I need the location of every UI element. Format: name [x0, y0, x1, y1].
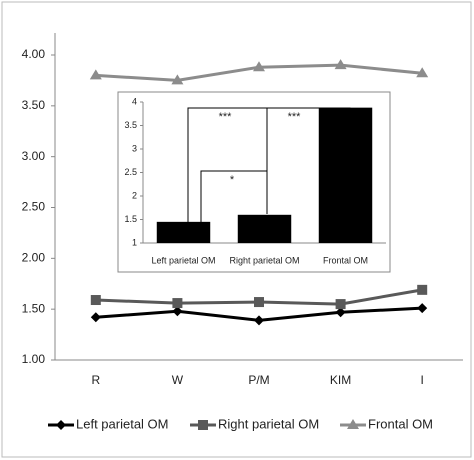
marker	[335, 307, 346, 318]
x-tick-label: Right parietal OM	[229, 255, 299, 265]
marker	[198, 420, 208, 430]
x-tick-label: Frontal OM	[323, 255, 368, 265]
x-tick-label: Left parietal OM	[151, 255, 215, 265]
annotation: *	[230, 174, 235, 186]
bar	[156, 221, 211, 243]
marker	[254, 315, 264, 326]
y-tick-label: 2	[132, 190, 137, 200]
y-tick-label: 3.00	[22, 149, 46, 163]
y-tick-label: 3.5	[124, 120, 137, 130]
bar	[237, 214, 292, 243]
marker	[417, 303, 428, 314]
main-plot: 1.00 1.50 2.00 2.50 3.00 3.50 4.00 R W P/M KIM I	[22, 47, 429, 387]
annotation: ***	[288, 111, 302, 123]
marker	[254, 297, 264, 308]
y-tick-label: 4	[132, 96, 137, 106]
significance-brackets	[187, 107, 351, 222]
marker	[253, 61, 265, 72]
y-tick-label: 2.5	[124, 167, 137, 177]
x-tick-label: P/M	[248, 373, 269, 387]
legend-label: Frontal OM	[368, 416, 433, 431]
y-tick-label: 2.00	[22, 251, 46, 265]
x-tick-label: I	[421, 373, 424, 387]
marker	[171, 74, 184, 85]
x-tick-label: W	[172, 373, 184, 387]
legend-label: Right parietal OM	[218, 416, 319, 431]
inset-plot: 1 1.5 2 2.5 3 3.5 4 Left parietal OM Right parie…	[124, 96, 386, 265]
marker	[172, 298, 183, 309]
x-tick-label: KIM	[330, 373, 351, 387]
marker	[89, 69, 102, 80]
bar	[318, 107, 373, 243]
marker	[416, 67, 429, 78]
y-tick-label: 4.00	[22, 47, 46, 61]
marker	[335, 299, 346, 310]
legend: Left parietal OM Right parietal OM Frontal…	[48, 416, 433, 431]
marker	[56, 420, 66, 430]
bracket	[187, 107, 268, 222]
bracket	[200, 170, 267, 222]
marker	[90, 295, 101, 306]
bracket	[267, 107, 351, 115]
y-tick-label: 3	[132, 143, 137, 153]
marker	[347, 419, 359, 429]
marker	[172, 306, 183, 317]
y-tick-label: 1	[132, 237, 137, 247]
annotation: ***	[219, 111, 233, 123]
marker	[334, 59, 347, 70]
y-tick-label: 1.50	[22, 301, 46, 315]
marker	[417, 284, 428, 295]
y-tick-label: 1.5	[124, 214, 137, 224]
legend-label: Left parietal OM	[76, 416, 169, 431]
x-tick-label: R	[91, 373, 100, 387]
marker	[90, 312, 101, 323]
y-tick-label: 2.50	[22, 200, 46, 214]
y-tick-label: 1.00	[22, 352, 46, 366]
y-tick-label: 3.50	[22, 98, 46, 112]
